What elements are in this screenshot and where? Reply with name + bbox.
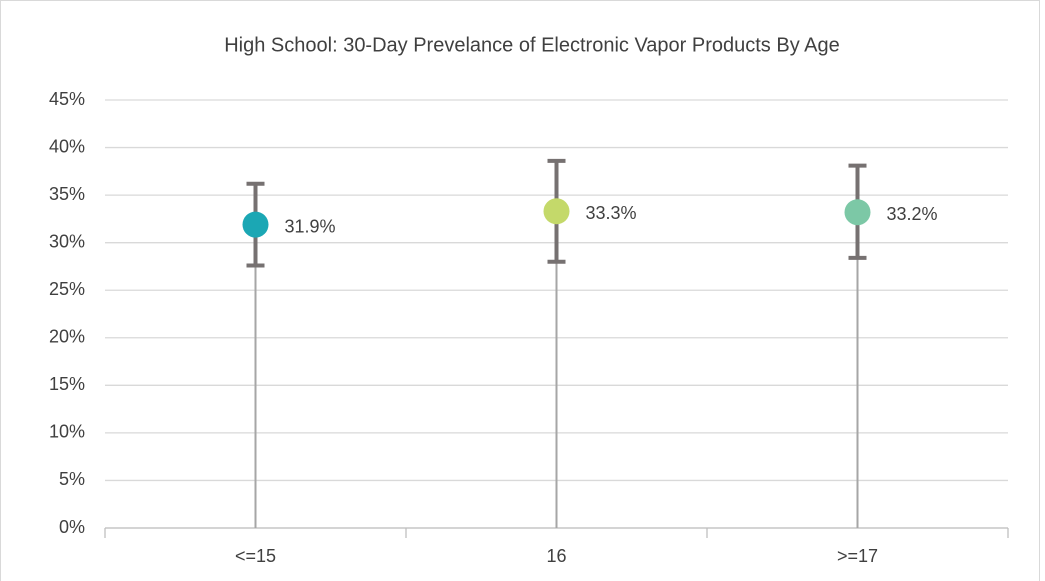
dot bbox=[844, 199, 871, 226]
data-label: 33.2% bbox=[887, 204, 938, 224]
y-tick-label: 20% bbox=[49, 327, 85, 347]
y-tick-label: 35% bbox=[49, 184, 85, 204]
data-label: 31.9% bbox=[285, 216, 336, 236]
y-tick-label: 5% bbox=[59, 469, 85, 489]
y-tick-label: 40% bbox=[49, 136, 85, 156]
y-tick-label: 45% bbox=[49, 89, 85, 109]
dot bbox=[242, 211, 269, 238]
dot bbox=[543, 198, 570, 225]
chart-title: High School: 30-Day Prevelance of Electr… bbox=[224, 34, 840, 56]
y-tick-label: 10% bbox=[49, 422, 85, 442]
y-tick-label: 15% bbox=[49, 374, 85, 394]
x-tick-label: 16 bbox=[546, 546, 566, 566]
y-tick-label: 25% bbox=[49, 279, 85, 299]
y-tick-label: 30% bbox=[49, 231, 85, 251]
y-tick-label: 0% bbox=[59, 517, 85, 537]
x-tick-label: >=17 bbox=[837, 546, 878, 566]
data-label: 33.3% bbox=[586, 203, 637, 223]
x-tick-label: <=15 bbox=[235, 546, 276, 566]
